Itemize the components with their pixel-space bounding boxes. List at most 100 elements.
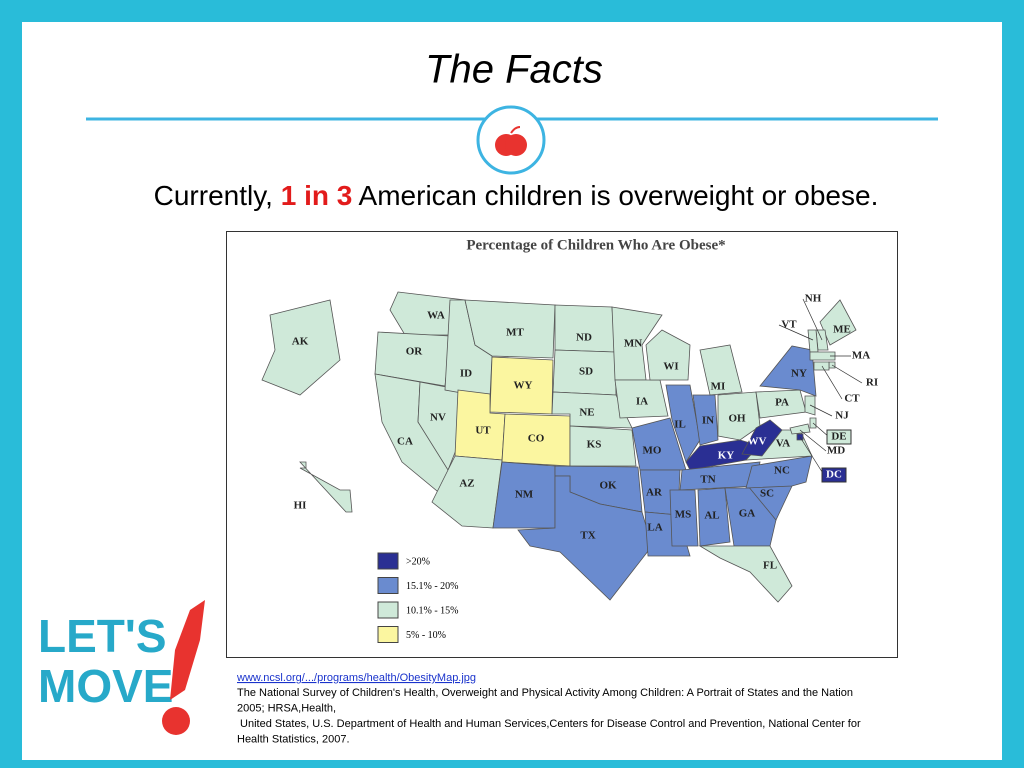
source-line: 2005; HRSA,Health, [237, 703, 336, 715]
state-label: AL [704, 510, 719, 522]
callout-line [802, 298, 823, 341]
state-label: MA [852, 350, 870, 362]
source-line: United States, U.S. Department of Health… [237, 718, 861, 730]
state [789, 423, 811, 435]
headline-before: Currently, [154, 180, 273, 211]
state-label: SD [579, 366, 593, 378]
state-label: MD [827, 445, 845, 457]
state-label: GA [739, 508, 756, 520]
legend-swatch [377, 552, 399, 570]
state-label: KY [718, 450, 735, 462]
map-title: Percentage of Children Who Are Obese* [466, 237, 725, 253]
state-label: MI [711, 381, 726, 393]
callout-line [778, 324, 814, 341]
state-label: NE [579, 407, 594, 419]
state [611, 306, 663, 381]
state-label: OK [599, 480, 617, 492]
state-label: NC [774, 465, 790, 477]
state-label: IN [702, 415, 714, 427]
state-label: OH [728, 413, 746, 425]
legend-label: 5% - 10% [406, 630, 446, 641]
source-line: The National Survey of Children's Health… [237, 687, 853, 699]
slide-title: The Facts [425, 48, 603, 92]
state-label: ND [576, 332, 592, 344]
state-label: NV [430, 412, 446, 424]
state [804, 395, 816, 416]
state-label: IL [674, 419, 686, 431]
state [669, 489, 699, 547]
state-label: NM [515, 489, 534, 501]
state-label: RI [866, 377, 878, 389]
callout-line [809, 404, 833, 417]
state-label: CT [844, 393, 860, 405]
state-label: ME [833, 324, 851, 336]
headline: Currently, 1 in 3 American children is o… [154, 180, 879, 211]
state [569, 425, 637, 467]
state-label: IA [636, 396, 648, 408]
state [261, 299, 341, 396]
state-label: AK [292, 336, 309, 348]
state-label: SC [760, 488, 774, 500]
headline-after: American children is overweight or obese… [359, 180, 879, 211]
legend-swatch [377, 577, 399, 594]
state-label: ID [460, 368, 472, 380]
state [299, 461, 353, 513]
state [698, 545, 793, 603]
state [741, 419, 783, 457]
state-label: AZ [459, 478, 474, 490]
state-label: NY [791, 368, 807, 380]
state [699, 344, 743, 396]
state-label: KS [587, 439, 602, 451]
callout-line [799, 429, 827, 452]
state-layer: WA OR CA NV ID MT WY UT CO AZ NM ND SD NE KS OK TX MN IA MO… [261, 291, 878, 603]
state-label: VA [776, 438, 791, 450]
state-label: MN [624, 338, 642, 350]
label-box [821, 467, 847, 483]
state-label: WA [427, 310, 445, 322]
state [759, 345, 817, 397]
legend-label: 15.1% - 20% [406, 581, 459, 592]
map-legend: >20% 15.1% - 20% 10.1% - 15% 5% - 10% [377, 552, 459, 643]
source-link[interactable]: www.ncsl.org/.../programs/health/Obesity… [236, 672, 476, 684]
state-label: CO [528, 433, 545, 445]
logo-line1: LET'S [38, 610, 167, 662]
source-link-text[interactable]: www.ncsl.org/.../programs/health/Obesity… [236, 672, 476, 684]
state [645, 329, 691, 381]
headline-highlight: 1 in 3 [281, 180, 353, 211]
state [665, 384, 701, 463]
legend-label: 10.1% - 15% [406, 605, 459, 616]
state-label: TX [580, 530, 595, 542]
state-label: NJ [835, 410, 849, 422]
callout-line [831, 364, 863, 384]
callout-line [821, 365, 843, 400]
logo-figure [170, 600, 205, 700]
legend-swatch [377, 626, 399, 643]
state [554, 304, 616, 353]
state-label: UT [475, 425, 491, 437]
apple-icon [505, 134, 527, 156]
state-label: OR [406, 346, 424, 358]
state-label: CA [397, 436, 413, 448]
state [813, 361, 830, 371]
callout-line [799, 436, 825, 476]
legend-swatch [377, 601, 399, 619]
state-label: MO [643, 445, 662, 457]
source-lines: The National Survey of Children's Health… [237, 687, 861, 746]
state [464, 299, 556, 359]
logo: LET'S MOVE [38, 600, 205, 735]
state-label: VT [781, 319, 797, 331]
state [517, 475, 653, 601]
state [717, 391, 761, 441]
state-label: HI [294, 500, 307, 512]
source-line: Health Statistics, 2007. [237, 734, 350, 746]
state-label: WY [514, 380, 533, 392]
logo-ball [162, 707, 190, 735]
state [807, 329, 819, 353]
state [692, 394, 719, 446]
state-label: NH [805, 293, 822, 305]
state [819, 299, 857, 346]
state-label: DE [831, 431, 846, 443]
legend-label: >20% [406, 556, 430, 567]
